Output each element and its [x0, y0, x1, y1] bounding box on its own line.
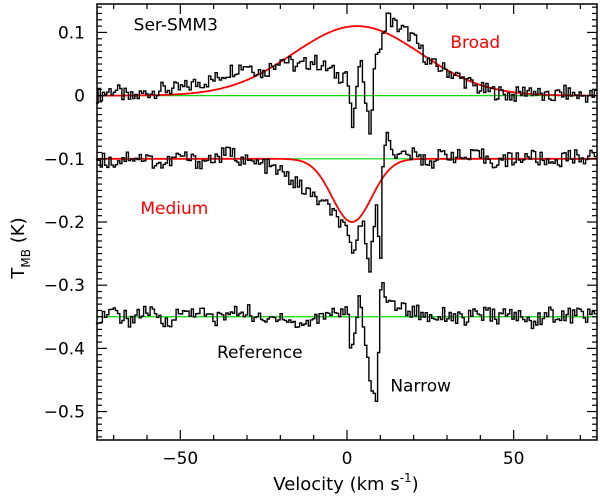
- spectra-layer: [95, 12, 597, 402]
- y-tick-label: 0: [74, 87, 85, 107]
- annotation-3: Reference: [217, 343, 303, 363]
- annotation-1: Broad: [450, 33, 500, 53]
- annotation-4: Narrow: [390, 376, 451, 396]
- gaussian-medium: [97, 157, 597, 223]
- y-tick-label: −0.2: [44, 213, 85, 233]
- x-axis-label: Velocity (km s-1): [273, 471, 418, 495]
- plot-frame: [96, 3, 598, 441]
- gaussian-broad: [97, 25, 597, 97]
- y-tick-label: −0.5: [44, 403, 85, 423]
- fits-layer: [97, 25, 597, 223]
- x-tick-label: −50: [162, 449, 198, 469]
- y-axis-label: TMB (K): [8, 217, 33, 279]
- y-tick-label: 0.1: [58, 23, 85, 43]
- annotation-2: Medium: [140, 199, 208, 219]
- ticks-layer: −50 0 50 0.1 0 −0.1 −0.2 −0.3 −0.4 −0.5: [44, 4, 597, 469]
- y-tick-label: −0.4: [44, 339, 85, 359]
- spectrum-top: [95, 12, 597, 135]
- x-tick-label: 0: [342, 449, 353, 469]
- annotations-layer: Ser-SMM3 Broad Medium Reference Narrow: [134, 16, 501, 397]
- y-tick-label: −0.3: [44, 276, 85, 296]
- spectrum-middle: [95, 131, 597, 273]
- y-tick-label: −0.1: [44, 150, 85, 170]
- annotation-0: Ser-SMM3: [134, 16, 218, 36]
- spectrum-reference: [95, 282, 597, 402]
- x-tick-label: 50: [503, 449, 525, 469]
